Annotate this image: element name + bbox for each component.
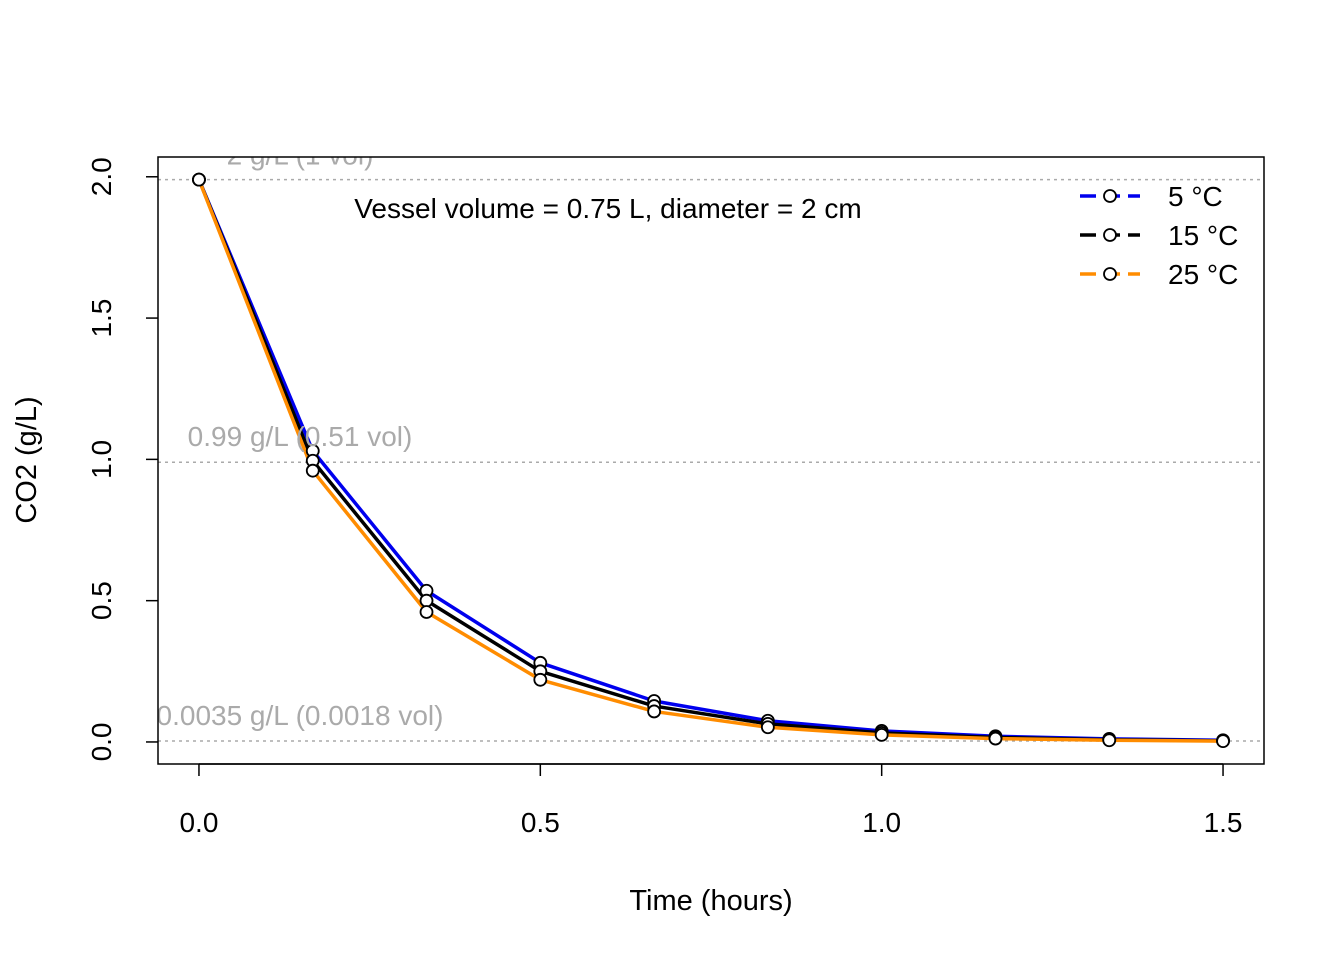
x-tick-label: 1.5 [1204, 807, 1243, 838]
x-axis: 0.0 0.5 1.0 1.5 [179, 763, 1243, 838]
x-tick-label: 0.5 [521, 807, 560, 838]
y-tick-label: 0.5 [86, 581, 117, 620]
data-point [419, 605, 434, 619]
y-tick-label: 0.0 [86, 722, 117, 761]
y-tick-label: 2.0 [86, 157, 117, 196]
vessel-annotation: Vessel volume = 0.75 L, diameter = 2 cm [354, 193, 861, 224]
data-point [760, 720, 775, 735]
x-tick-label: 1.0 [862, 807, 901, 838]
data-point [305, 463, 320, 478]
x-axis-label: Time (hours) [629, 885, 792, 917]
reference-line-label: 0.0035 g/L (0.0018 vol) [157, 700, 444, 731]
legend-label: 15 °C [1168, 220, 1238, 251]
data-series [192, 172, 1230, 749]
y-axis-label: CO2 (g/L) [11, 396, 43, 523]
series-line [197, 178, 1224, 743]
data-point [419, 593, 434, 608]
y-tick-label: 1.5 [86, 299, 117, 338]
reference-line-labels: 2 g/L (1 vol) 0.99 g/L (0.51 vol) 0.0035 g… [157, 140, 444, 731]
y-tick-label: 1.0 [86, 440, 117, 479]
data-point [533, 672, 548, 687]
reference-lines [158, 178, 1264, 742]
data-point [192, 172, 206, 187]
reference-line-label: 0.99 g/L (0.51 vol) [188, 421, 413, 452]
legend: 5 °C 15 °C 25 °C [1080, 181, 1238, 290]
data-point [1216, 734, 1230, 749]
data-point [647, 704, 662, 719]
legend-swatch-marker [1103, 189, 1117, 203]
y-axis: 0.0 0.5 1.0 1.5 2.0 [86, 157, 158, 761]
legend-label: 25 °C [1168, 259, 1238, 290]
legend-label: 5 °C [1168, 181, 1223, 212]
data-point [988, 731, 1003, 746]
legend-swatch-marker [1103, 228, 1117, 242]
data-point [1102, 733, 1117, 748]
data-point [874, 727, 889, 742]
legend-swatch-marker [1103, 267, 1117, 281]
x-tick-label: 0.0 [179, 807, 218, 838]
reference-line-label: 2 g/L (1 vol) [227, 140, 374, 171]
